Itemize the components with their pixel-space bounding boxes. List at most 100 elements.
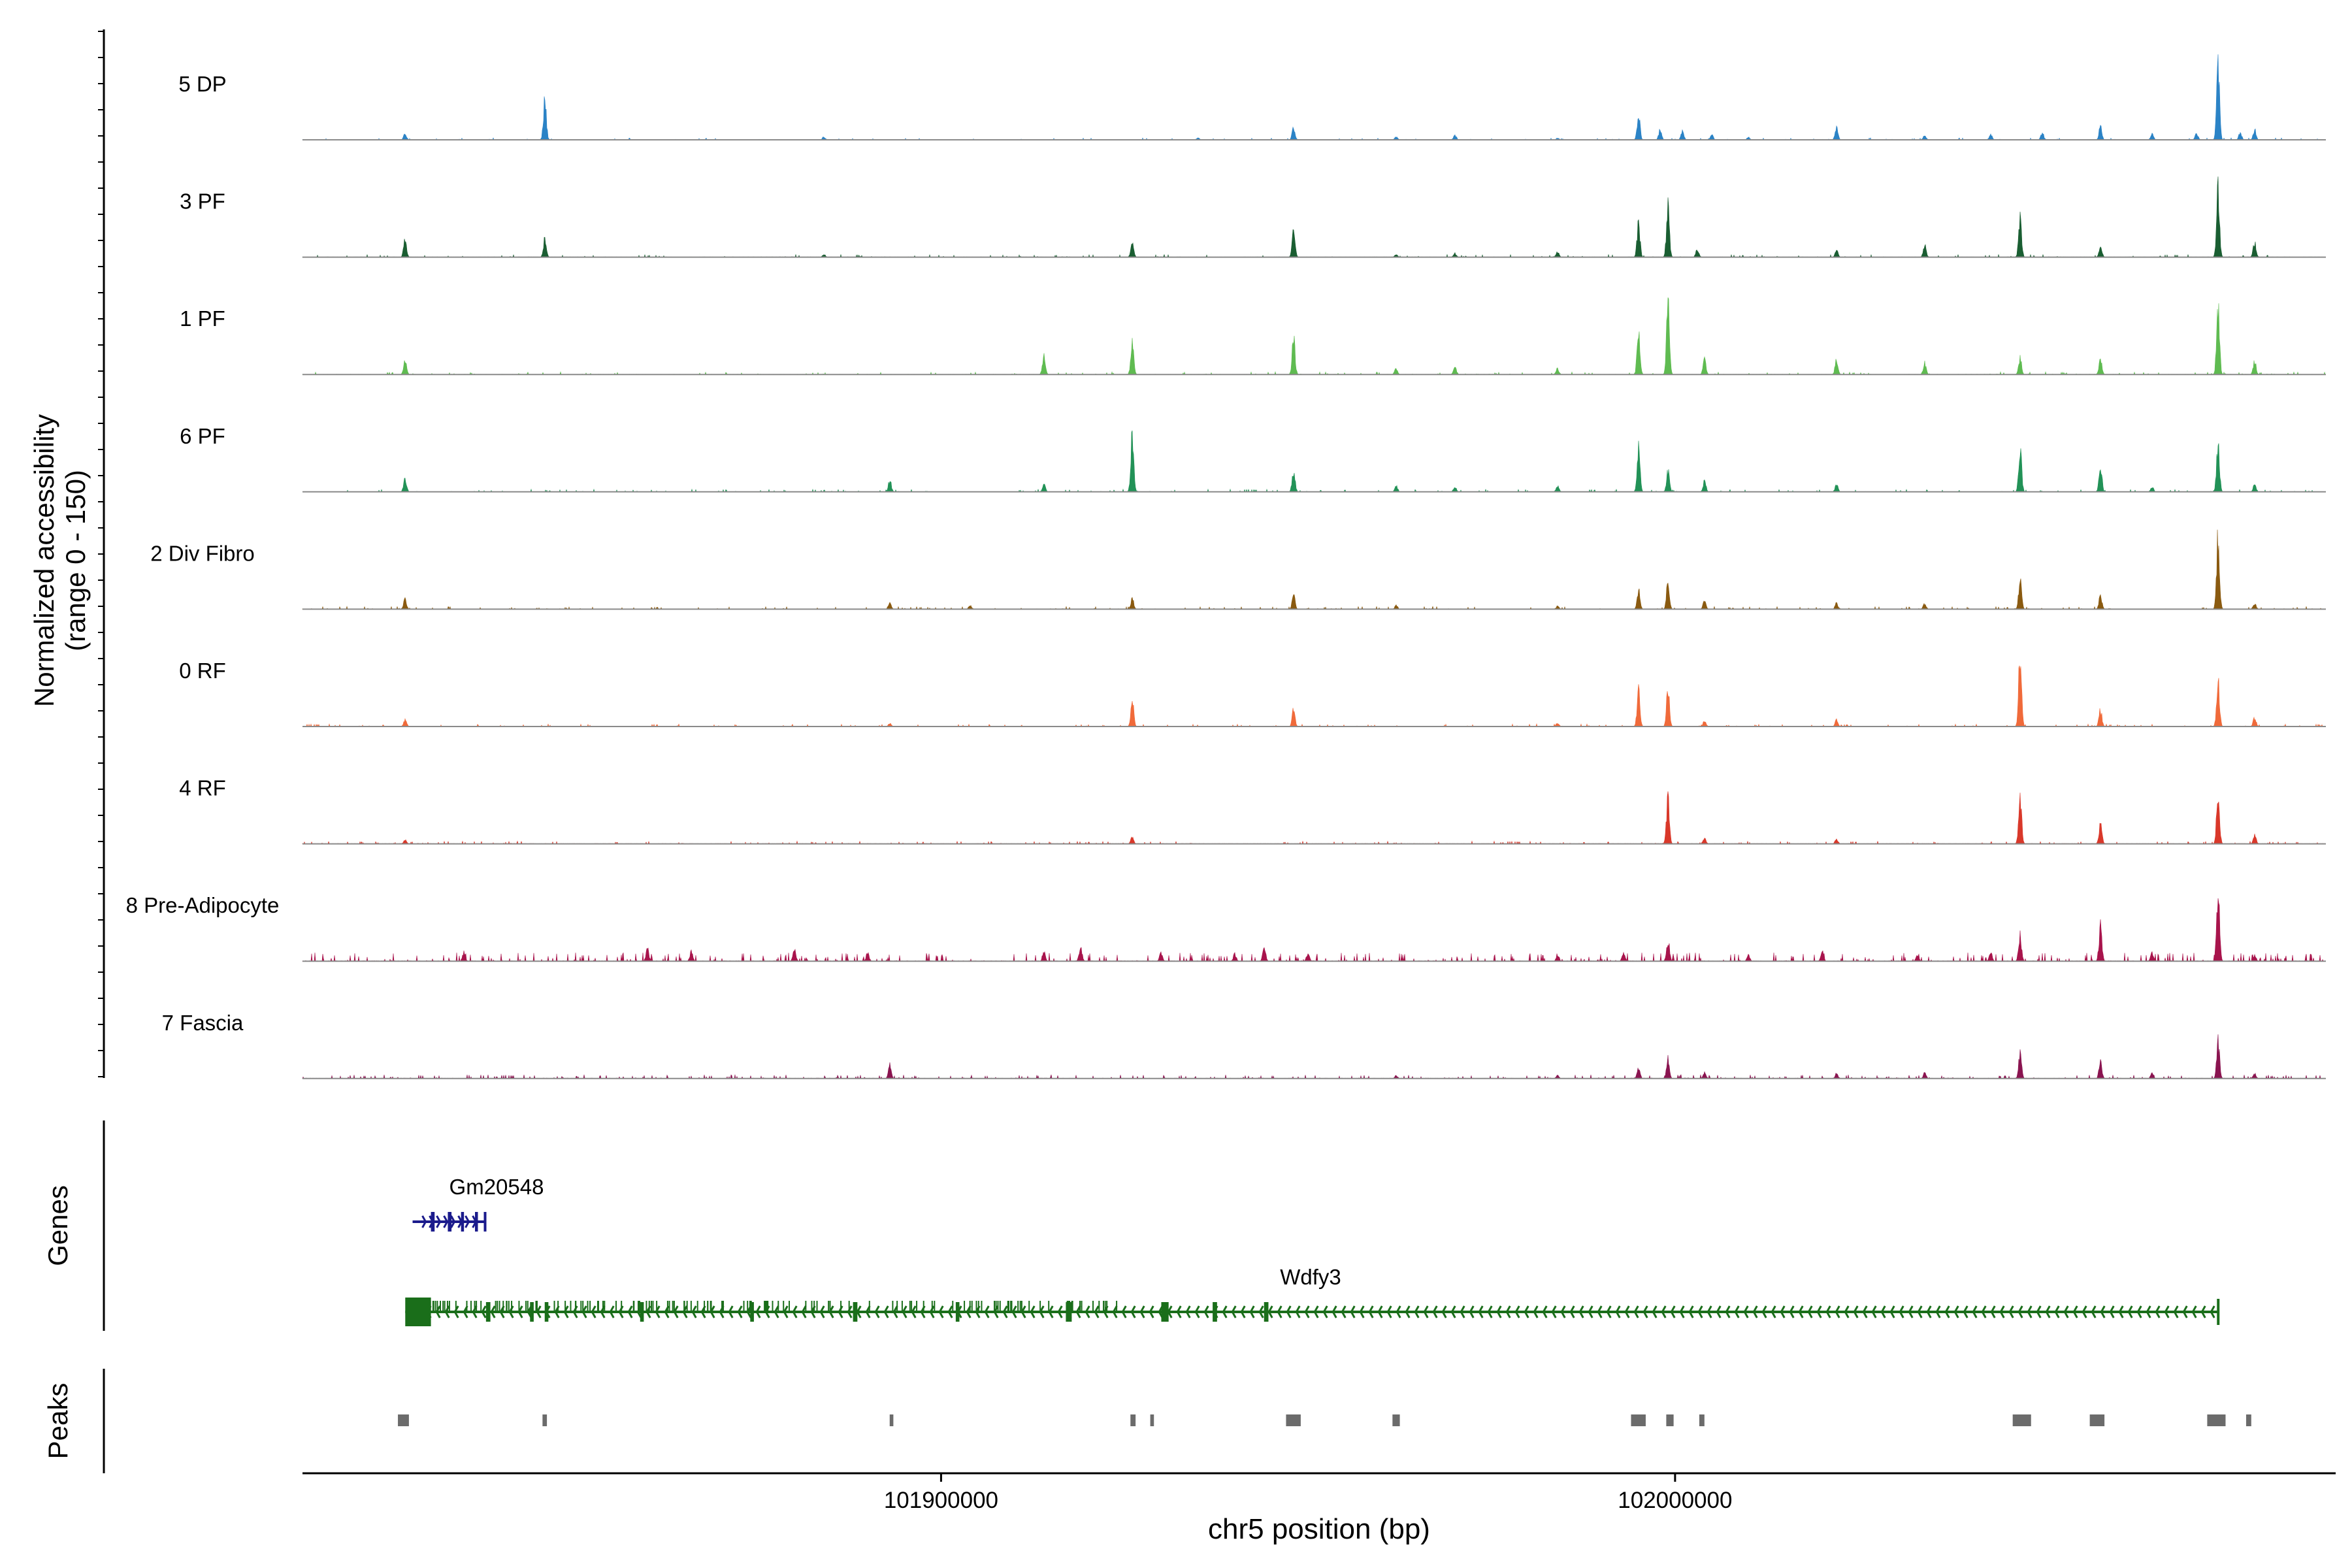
strand-chevron: [2063, 1305, 2069, 1318]
exon-block: [1161, 1302, 1169, 1322]
strand-chevron: [1331, 1305, 1337, 1318]
strand-chevron: [2008, 1305, 2014, 1318]
strand-chevron: [472, 1305, 478, 1318]
strand-chevron: [1569, 1305, 1575, 1318]
strand-chevron: [1304, 1305, 1310, 1318]
strand-chevron: [755, 1305, 761, 1318]
strand-chevron: [1048, 1305, 1054, 1318]
peak-mark: [2089, 1414, 2105, 1426]
strand-chevron: [1880, 1305, 1886, 1318]
strand-chevron: [1469, 1305, 1475, 1318]
exon-block: [405, 1298, 431, 1326]
peak-mark: [1631, 1414, 1646, 1426]
strand-chevron: [1935, 1305, 1941, 1318]
strand-chevron: [435, 1305, 441, 1318]
strand-chevron: [1478, 1305, 1484, 1318]
strand-chevron: [1642, 1305, 1648, 1318]
strand-chevron: [1231, 1305, 1237, 1318]
track-1-pf: 1 PF: [180, 297, 2326, 376]
x-tick-label: 101900000: [884, 1488, 998, 1513]
strand-chevron: [1258, 1305, 1264, 1318]
strand-chevron: [1341, 1305, 1347, 1318]
exon-block: [1264, 1302, 1269, 1322]
strand-chevron: [2036, 1305, 2042, 1318]
track-0-rf: 0 RF: [179, 659, 2326, 727]
strand-chevron: [1139, 1305, 1145, 1318]
strand-chevron: [1057, 1305, 1063, 1318]
strand-chevron: [1176, 1305, 1182, 1318]
strand-chevron: [691, 1305, 697, 1318]
strand-chevron: [421, 1215, 427, 1228]
track-label: 2 Div Fibro: [150, 541, 255, 565]
strand-chevron: [1286, 1305, 1292, 1318]
strand-chevron: [2182, 1305, 2188, 1318]
exon-block: [448, 1212, 452, 1232]
strand-chevron: [1396, 1305, 1401, 1318]
x-axis-title: chr5 position (bp): [1208, 1513, 1430, 1545]
track-3-pf: 3 PF: [180, 176, 2326, 258]
strand-chevron: [1908, 1305, 1914, 1318]
exon-block: [431, 1212, 435, 1232]
strand-chevron: [2146, 1305, 2151, 1318]
strand-chevron: [1899, 1305, 1904, 1318]
strand-chevron: [2100, 1305, 2106, 1318]
track-2-div-fibro: 2 Div Fibro: [150, 529, 2326, 610]
strand-chevron: [984, 1305, 990, 1318]
track-label: 6 PF: [180, 424, 225, 448]
gene-annotation-track: Gm20548 Wdfy3: [405, 1175, 2220, 1326]
x-tick-label: 102000000: [1618, 1488, 1732, 1513]
exon-block: [475, 1212, 478, 1232]
strand-chevron: [1606, 1305, 1612, 1318]
strand-chevron: [819, 1305, 825, 1318]
strand-chevron: [1377, 1305, 1383, 1318]
strand-chevron: [1368, 1305, 1374, 1318]
strand-chevron: [1222, 1305, 1228, 1318]
peak-mark: [1150, 1414, 1154, 1426]
strand-chevron: [609, 1305, 615, 1318]
peak-mark: [1699, 1414, 1705, 1426]
strand-chevron: [1633, 1305, 1639, 1318]
strand-chevron: [1844, 1305, 1850, 1318]
strand-chevron: [892, 1305, 898, 1318]
track-8-pre-adipocyte: 8 Pre-Adipocyte: [126, 893, 2326, 962]
strand-chevron: [1707, 1305, 1712, 1318]
strand-chevron: [1542, 1305, 1548, 1318]
strand-chevron: [1277, 1305, 1282, 1318]
gene-label: Gm20548: [449, 1175, 544, 1199]
strand-chevron: [2045, 1305, 2051, 1318]
strand-chevron: [2173, 1305, 2179, 1318]
strand-chevron: [865, 1305, 871, 1318]
strand-chevron: [1688, 1305, 1694, 1318]
strand-chevron: [1944, 1305, 1950, 1318]
track-label: 7 Fascia: [162, 1011, 244, 1035]
strand-chevron: [1185, 1305, 1191, 1318]
strand-chevron: [2164, 1305, 2170, 1318]
strand-chevron: [1560, 1305, 1566, 1318]
strand-chevron: [1798, 1305, 1804, 1318]
strand-chevron: [2027, 1305, 2033, 1318]
strand-chevron: [1322, 1305, 1328, 1318]
track-label: 8 Pre-Adipocyte: [126, 893, 280, 917]
strand-chevron: [1533, 1305, 1539, 1318]
strand-chevron: [1780, 1305, 1786, 1318]
peak-track: [398, 1414, 2251, 1426]
strand-chevron: [1130, 1305, 1136, 1318]
strand-chevron: [436, 1215, 442, 1228]
strand-chevron: [792, 1305, 798, 1318]
strand-chevron: [1789, 1305, 1795, 1318]
strand-chevron: [1999, 1305, 2005, 1318]
strand-chevron: [1505, 1305, 1511, 1318]
peak-mark: [398, 1414, 409, 1426]
strand-chevron: [490, 1305, 496, 1318]
strand-chevron: [883, 1305, 889, 1318]
strand-chevron: [1094, 1305, 1100, 1318]
peak-mark: [542, 1414, 547, 1426]
strand-chevron: [481, 1305, 487, 1318]
strand-chevron: [1194, 1305, 1200, 1318]
strand-chevron: [1496, 1305, 1502, 1318]
strand-chevron: [1670, 1305, 1676, 1318]
strand-chevron: [1743, 1305, 1749, 1318]
strand-chevron: [1679, 1305, 1685, 1318]
strand-chevron: [1752, 1305, 1758, 1318]
strand-chevron: [1761, 1305, 1767, 1318]
